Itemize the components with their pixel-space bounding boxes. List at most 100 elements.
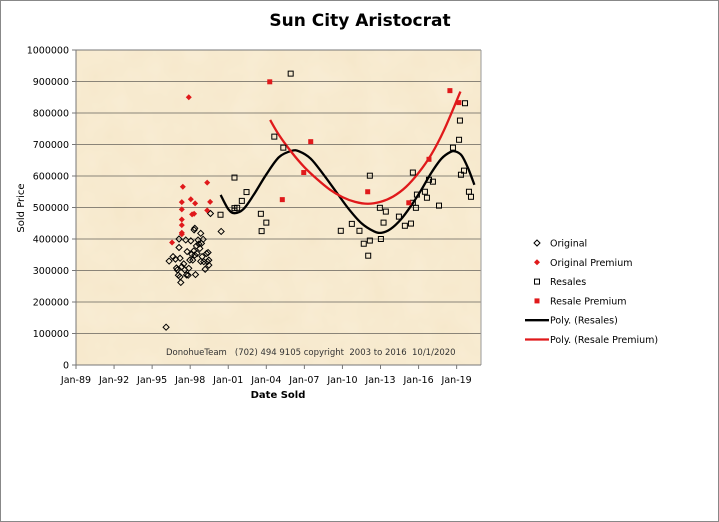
legend-marker-original-premium bbox=[534, 259, 540, 266]
point-original bbox=[175, 235, 183, 243]
y-tick-label: 1000000 bbox=[27, 46, 69, 57]
y-tick-label: 300000 bbox=[33, 266, 69, 277]
y-tick-label: 100000 bbox=[33, 329, 69, 340]
point-resales bbox=[467, 193, 474, 200]
legend-label-poly-resales: Poly. (Resales) bbox=[550, 316, 618, 327]
legend-marker-resales bbox=[534, 278, 540, 285]
point-resales bbox=[409, 169, 416, 176]
point-resale-premium bbox=[365, 189, 371, 195]
point-resales bbox=[348, 220, 355, 227]
point-resales bbox=[460, 167, 467, 174]
y-tick-label: 500000 bbox=[33, 203, 69, 214]
point-original bbox=[180, 260, 188, 268]
point-original-premium bbox=[178, 199, 185, 206]
trendline-poly-resales bbox=[219, 149, 476, 235]
point-resale-premium bbox=[267, 79, 273, 85]
legend-label-resales: Resales bbox=[550, 277, 586, 288]
point-resale-premium bbox=[279, 197, 285, 203]
x-tick-label: Jan-89 bbox=[60, 375, 91, 386]
point-resales bbox=[280, 144, 287, 151]
point-original bbox=[162, 323, 170, 331]
point-resales bbox=[413, 191, 420, 198]
point-resales bbox=[287, 70, 294, 77]
legend-label-poly-resale-premium: Poly. (Resale Premium) bbox=[550, 335, 658, 346]
legend-label-original-premium: Original Premium bbox=[550, 258, 632, 269]
point-resales bbox=[365, 252, 372, 259]
point-original bbox=[165, 257, 173, 265]
point-resales bbox=[376, 204, 383, 211]
point-original bbox=[175, 243, 183, 252]
point-original-premium bbox=[178, 222, 185, 229]
legend-marker-resale-premium bbox=[534, 298, 540, 304]
point-original bbox=[190, 247, 198, 255]
y-axis-label: Sold Price bbox=[16, 183, 27, 232]
trendline-poly-resale-premium bbox=[269, 91, 462, 205]
point-resales bbox=[456, 136, 463, 143]
point-original bbox=[193, 249, 201, 258]
point-original bbox=[189, 256, 197, 264]
point-original-premium bbox=[179, 183, 186, 190]
point-original-premium bbox=[191, 210, 198, 217]
point-resales bbox=[421, 188, 428, 195]
point-resale-premium bbox=[406, 200, 412, 206]
point-resales bbox=[360, 240, 367, 247]
point-original bbox=[190, 226, 198, 234]
point-original bbox=[185, 264, 193, 273]
point-resales bbox=[366, 172, 373, 179]
point-resales bbox=[243, 189, 250, 196]
point-resales bbox=[425, 176, 432, 183]
x-tick-label: Jan-10 bbox=[326, 375, 357, 386]
point-original bbox=[176, 254, 184, 262]
point-resale-premium bbox=[301, 170, 307, 176]
x-tick-label: Jan-98 bbox=[174, 375, 205, 386]
point-resales bbox=[462, 100, 469, 107]
y-tick-label: 200000 bbox=[33, 298, 69, 309]
point-resale-premium bbox=[308, 139, 314, 145]
x-tick-label: Jan-92 bbox=[98, 375, 129, 386]
legend-marker-original bbox=[533, 239, 541, 247]
x-tick-label: Jan-04 bbox=[250, 375, 281, 386]
point-resales bbox=[231, 174, 238, 181]
point-original-premium bbox=[185, 94, 192, 101]
point-original-premium bbox=[178, 231, 185, 238]
point-resales bbox=[258, 228, 265, 235]
x-tick-label: Jan-95 bbox=[136, 375, 167, 386]
point-original bbox=[191, 270, 200, 279]
x-tick-label: Jan-19 bbox=[441, 375, 472, 386]
legend: Original Original Premium Resales Resale Pr… bbox=[525, 239, 658, 346]
legend-label-original: Original bbox=[550, 239, 587, 250]
y-tick-label: 900000 bbox=[33, 77, 69, 88]
point-resales bbox=[449, 144, 456, 151]
point-resales bbox=[395, 213, 402, 220]
x-tick-label: Jan-16 bbox=[402, 375, 433, 386]
point-original bbox=[192, 242, 201, 250]
legend-label-resale-premium: Resale Premium bbox=[550, 296, 627, 307]
point-original-premium bbox=[178, 206, 185, 213]
y-tick-label: 800000 bbox=[33, 109, 69, 120]
point-original bbox=[182, 236, 190, 244]
point-original-premium bbox=[169, 239, 176, 246]
point-original-premium bbox=[204, 179, 211, 186]
y-tick-label: 700000 bbox=[33, 140, 69, 151]
point-original-premium bbox=[204, 207, 211, 214]
point-original bbox=[204, 248, 212, 257]
point-original-premium bbox=[178, 216, 185, 223]
point-original bbox=[183, 247, 191, 256]
point-original bbox=[184, 271, 192, 279]
point-resales bbox=[436, 202, 443, 209]
point-original-premium bbox=[192, 200, 199, 207]
x-tick-label: Jan-07 bbox=[288, 375, 319, 386]
point-resales bbox=[456, 117, 463, 124]
point-original bbox=[217, 227, 225, 236]
point-original bbox=[177, 278, 185, 287]
point-resales bbox=[377, 236, 384, 242]
point-original bbox=[199, 235, 207, 244]
point-original bbox=[191, 224, 199, 232]
point-original bbox=[197, 229, 205, 238]
point-resale-premium bbox=[426, 156, 432, 162]
point-original bbox=[186, 256, 194, 264]
point-resales bbox=[238, 197, 245, 204]
point-resales bbox=[382, 208, 389, 215]
point-original bbox=[205, 256, 213, 264]
